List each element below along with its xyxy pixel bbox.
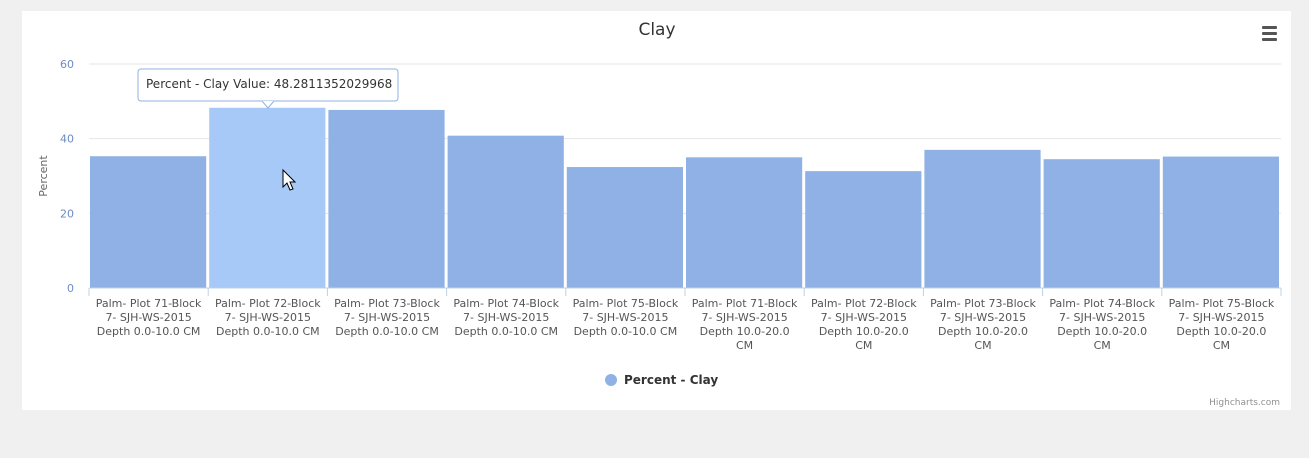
x-tick-label: Palm- Plot 73-Block 7- SJH-WS-2015 Depth 0… bbox=[334, 297, 440, 338]
credits-link[interactable]: Highcharts.com bbox=[1209, 398, 1280, 408]
x-tick-label: Palm- Plot 72-Block 7- SJH-WS-2015 Depth 1… bbox=[811, 297, 917, 352]
bar[interactable] bbox=[566, 167, 683, 288]
x-tick-label: Palm- Plot 75-Block 7- SJH-WS-2015 Depth 1… bbox=[1169, 297, 1275, 352]
x-tick-label: Palm- Plot 74-Block 7- SJH-WS-2015 Depth 0… bbox=[453, 297, 559, 338]
y-tick-label: 0 bbox=[67, 282, 74, 295]
bar[interactable] bbox=[924, 149, 1041, 288]
bar[interactable] bbox=[209, 107, 326, 288]
x-tick-label: Palm- Plot 74-Block 7- SJH-WS-2015 Depth 1… bbox=[1049, 297, 1155, 352]
legend-label: Percent - Clay bbox=[624, 373, 718, 387]
chart-title: Clay bbox=[638, 20, 675, 40]
y-axis-title: Percent bbox=[37, 155, 50, 197]
chart-svg: Clay Percent 0 20 40 60 Palm- Plot 71-Block… bbox=[37, 20, 1282, 408]
tooltip-text: Percent - Clay Value: 48.2811352029968 bbox=[146, 77, 392, 91]
mouse-pointer-icon bbox=[282, 168, 297, 191]
bar[interactable] bbox=[90, 156, 207, 288]
hamburger-menu-icon[interactable] bbox=[1258, 25, 1280, 43]
bar[interactable] bbox=[1043, 159, 1160, 288]
chart-container: Clay Percent 0 20 40 60 Palm- Plot 71-Block… bbox=[22, 11, 1291, 410]
bar[interactable] bbox=[686, 157, 803, 288]
y-tick-label: 40 bbox=[60, 133, 74, 146]
y-axis-ticks: 0 20 40 60 bbox=[60, 58, 74, 295]
y-tick-label: 60 bbox=[60, 58, 74, 71]
bar[interactable] bbox=[447, 135, 564, 288]
bar-series bbox=[90, 107, 1279, 288]
legend-marker bbox=[605, 374, 617, 386]
tooltip-pointer bbox=[261, 100, 275, 109]
y-tick-label: 20 bbox=[60, 207, 74, 220]
x-tick-label: Palm- Plot 73-Block 7- SJH-WS-2015 Depth 1… bbox=[930, 297, 1036, 352]
bar[interactable] bbox=[328, 109, 445, 288]
x-tick-label: Palm- Plot 71-Block 7- SJH-WS-2015 Depth 1… bbox=[692, 297, 798, 352]
tooltip: Percent - Clay Value: 48.2811352029968 bbox=[137, 68, 399, 109]
x-tick-label: Palm- Plot 71-Block 7- SJH-WS-2015 Depth 0… bbox=[96, 297, 202, 338]
bar[interactable] bbox=[805, 171, 922, 288]
x-tick-label: Palm- Plot 75-Block 7- SJH-WS-2015 Depth 0… bbox=[573, 297, 679, 338]
legend[interactable]: Percent - Clay bbox=[605, 373, 718, 387]
bar[interactable] bbox=[1162, 156, 1279, 288]
x-tick-label: Palm- Plot 72-Block 7- SJH-WS-2015 Depth 0… bbox=[215, 297, 321, 338]
x-axis-labels: Palm- Plot 71-Block 7- SJH-WS-2015 Depth 0… bbox=[88, 288, 1282, 352]
